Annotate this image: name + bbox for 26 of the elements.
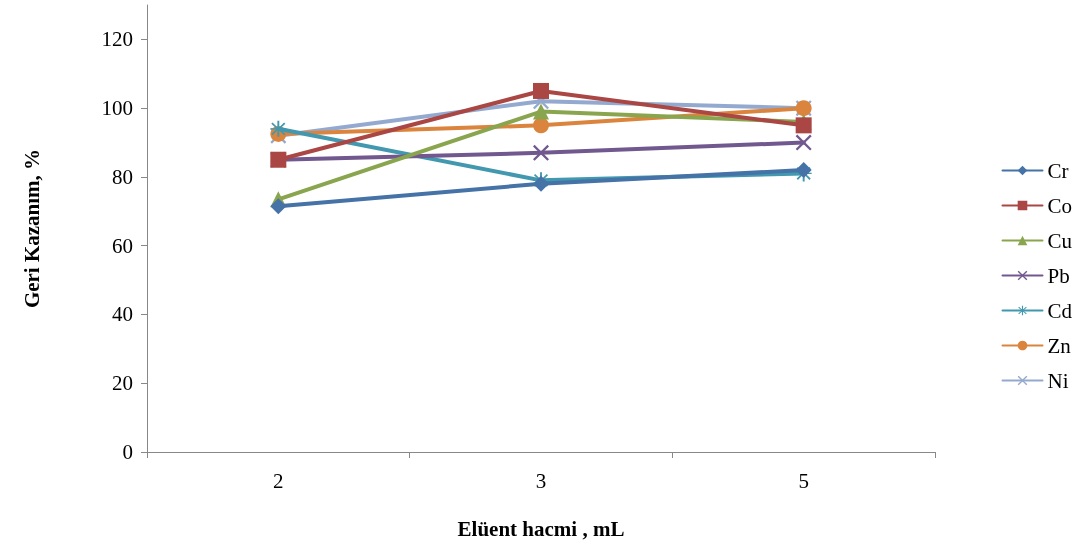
point: [795, 117, 812, 134]
y-tick-label: 120: [101, 27, 133, 52]
x-tick-label: 3: [535, 468, 547, 493]
y-tick-label: 100: [101, 96, 133, 121]
legend-label: Pb: [1047, 263, 1070, 288]
x-axis-title: Elüent hacmi , mL: [457, 516, 625, 541]
point: [270, 198, 287, 215]
y-tick-label: 40: [112, 302, 133, 327]
legend-label: Zn: [1047, 333, 1072, 358]
x-tick-label: 2: [273, 468, 284, 493]
legend-label: Cu: [1047, 228, 1073, 253]
legend-label: Ni: [1047, 368, 1069, 393]
point: [533, 103, 549, 120]
y-tick-label: 60: [112, 233, 133, 258]
point: [533, 144, 549, 161]
legend-label: Cd: [1047, 298, 1073, 323]
y-axis-title: Geri Kazanım, %: [19, 148, 44, 309]
legend-label: Cr: [1047, 158, 1069, 183]
y-tick-label: 20: [112, 371, 133, 396]
point: [533, 82, 549, 99]
y-tick-label: 80: [112, 164, 133, 189]
y-tick-label: 0: [122, 440, 133, 464]
x-tick-label: 5: [798, 468, 809, 493]
legend-label: Co: [1047, 193, 1073, 218]
point: [795, 134, 812, 151]
point: [270, 120, 287, 137]
